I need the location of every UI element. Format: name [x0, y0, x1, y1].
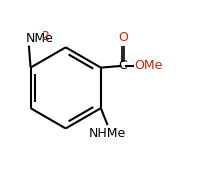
Text: NHMe: NHMe [89, 127, 126, 140]
Text: NMe: NMe [25, 32, 53, 45]
Text: 2: 2 [42, 30, 49, 43]
Text: C: C [118, 59, 127, 72]
Text: O: O [118, 31, 128, 44]
Text: OMe: OMe [134, 59, 163, 72]
